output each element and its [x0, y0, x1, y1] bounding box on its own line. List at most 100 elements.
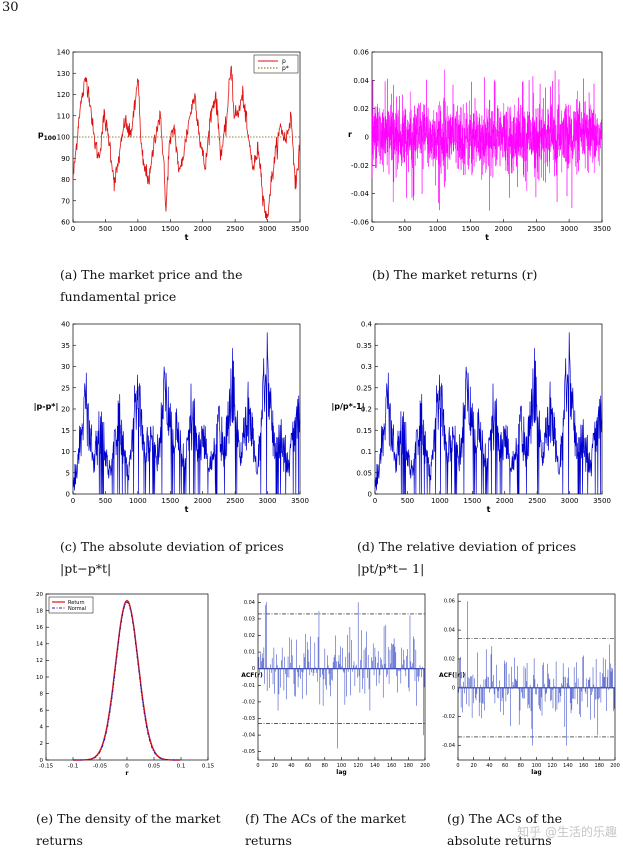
x-tick-label: 2000: [194, 225, 212, 233]
x-tick-label: 2500: [226, 225, 244, 233]
x-tick-label: 140: [370, 763, 380, 769]
x-axis-label: t: [487, 505, 491, 514]
y-tick-label: 100: [57, 134, 70, 142]
plot-frame: [457, 593, 616, 761]
y-tick-label: 0.15: [356, 427, 372, 435]
x-axis-label: lag: [531, 769, 541, 776]
x-tick-label: 0.05: [148, 764, 161, 770]
y-axis-label: |p-p*|: [34, 402, 59, 411]
x-tick-label: 60: [305, 763, 311, 769]
y-tick-label: -0.01: [242, 683, 255, 689]
y-tick-label: 80: [61, 176, 70, 184]
y-tick-label: -0.04: [351, 190, 370, 198]
y-tick-label: 0.05: [356, 469, 372, 477]
x-tick-label: 1000: [129, 497, 147, 505]
y-axis-label: p100: [38, 130, 56, 142]
caption-d: (d) The relative deviation of prices |pt…: [357, 539, 577, 576]
x-tick-label: 1500: [462, 225, 480, 233]
x-tick-label: 3500: [593, 497, 611, 505]
watermark: 知乎 @生活的乐趣: [517, 825, 617, 839]
x-tick-label: -0.1: [68, 764, 79, 770]
figure-c-absolute-deviation: 0 500 1000 1500 2000 2500 3000 3500 0 5 10 15 20 25 30…: [28, 312, 318, 522]
caption-c: (c) The absolute deviation of prices |pt…: [60, 539, 284, 576]
y-tick-label: 0: [452, 685, 455, 691]
series-line-return: [73, 599, 180, 761]
x-tick-label: 120: [353, 763, 363, 769]
x-tick-label: 2500: [226, 497, 244, 505]
y-tick-label: -0.02: [242, 699, 255, 705]
plot-frame: [257, 593, 426, 761]
x-tick-label: 500: [99, 497, 112, 505]
x-tick-label: 3500: [593, 225, 611, 233]
y-tick-label: 0.01: [244, 650, 255, 656]
y-tick-label: 0: [252, 666, 255, 672]
x-tick-label: 1000: [129, 225, 147, 233]
x-tick-label: 3500: [291, 497, 309, 505]
y-axis-label: r: [348, 130, 352, 139]
x-tick-label: 200: [420, 763, 430, 769]
chart-svg-e: -0.15 -0.1 -0.05 0 0.05 0.1 0.15 0 2 4 6 8 10 12 14 16 1…: [36, 592, 215, 777]
chart-svg-g: 0 20 40 60 80 100 120 140 160 180 200 -0.04 -0.02 0 0.…: [439, 593, 620, 776]
y-tick-label: 0: [365, 134, 369, 142]
x-tick-label: 2500: [528, 497, 546, 505]
caption-g: (g) The ACs of the absolute returns: [447, 811, 563, 848]
y-tick-label: 35: [61, 342, 70, 350]
x-tick-label: 100: [532, 763, 542, 769]
x-tick-label: 3500: [291, 225, 309, 233]
x-axis-label: lag: [336, 769, 346, 776]
y-tick-label: 40: [61, 321, 70, 329]
x-tick-label: 500: [401, 497, 414, 505]
series-line-p: [72, 65, 301, 220]
y-tick-label: 0.06: [444, 599, 455, 605]
chart-svg-d: 0 500 1000 1500 2000 2500 3000 3500 0 0.05 0.1 0.15…: [331, 321, 611, 515]
x-tick-label: 2500: [527, 225, 545, 233]
plot-frame: [45, 593, 209, 761]
y-tick-label: -0.02: [442, 714, 455, 720]
x-tick-label: 0.15: [202, 764, 215, 770]
x-tick-label: 1000: [431, 497, 449, 505]
legend-box: [253, 54, 299, 74]
x-tick-label: 20: [471, 763, 477, 769]
x-tick-label: 1000: [429, 225, 447, 233]
y-tick-label: 0.4: [361, 321, 373, 329]
x-tick-label: 1500: [161, 497, 179, 505]
chart-svg-a: 0 500 1000 1500 2000 2500 3000 3500607080901001…: [38, 49, 309, 243]
y-tick-label: -0.02: [351, 162, 369, 170]
y-tick-label: 0.04: [444, 628, 455, 634]
x-tick-label: 80: [518, 763, 524, 769]
y-tick-label: -0.03: [242, 716, 255, 722]
y-tick-label: 15: [61, 427, 70, 435]
y-tick-label: 10: [36, 675, 43, 681]
chart-svg-c: 0 500 1000 1500 2000 2500 3000 3500 0 5 10 15 20 25 30…: [34, 321, 309, 515]
caption-a: (a) The market price and the fundamental…: [60, 267, 243, 304]
y-tick-label: -0.04: [242, 733, 255, 739]
plot-frame: [72, 323, 301, 495]
figure-b-market-returns: 0 500 1000 1500 2000 2500 3000 3500 -0.06 -0.04 -0…: [330, 40, 620, 250]
y-tick-label: 110: [57, 112, 70, 120]
y-tick-label: 0: [368, 491, 372, 499]
x-tick-label: 500: [99, 225, 112, 233]
x-tick-label: 2000: [496, 497, 514, 505]
x-tick-label: 200: [610, 763, 620, 769]
y-tick-label: 0.1: [361, 448, 372, 456]
y-tick-label: 0.25: [356, 384, 372, 392]
legend-box: [48, 596, 94, 614]
y-tick-label: 12: [36, 658, 43, 664]
series-line-returns: [371, 69, 603, 211]
y-tick-label: 0.3: [361, 363, 372, 371]
y-tick-label: 20: [36, 592, 43, 598]
caption-e: (e) The density of the market returns: [36, 811, 221, 848]
y-tick-label: -0.04: [442, 743, 455, 749]
x-tick-label: 500: [398, 225, 411, 233]
x-tick-label: 180: [595, 763, 605, 769]
y-axis-label-sub: 100: [44, 135, 57, 142]
x-tick-label: 0: [256, 763, 259, 769]
y-tick-label: 16: [36, 625, 43, 631]
x-axis-label: r: [125, 769, 129, 777]
legend-label-return: Return: [68, 600, 85, 606]
y-tick-label: 130: [57, 70, 70, 78]
x-tick-label: 0.1: [177, 764, 186, 770]
y-tick-label: 30: [61, 363, 70, 371]
y-tick-label: 4: [40, 725, 44, 731]
x-tick-label: 160: [579, 763, 589, 769]
